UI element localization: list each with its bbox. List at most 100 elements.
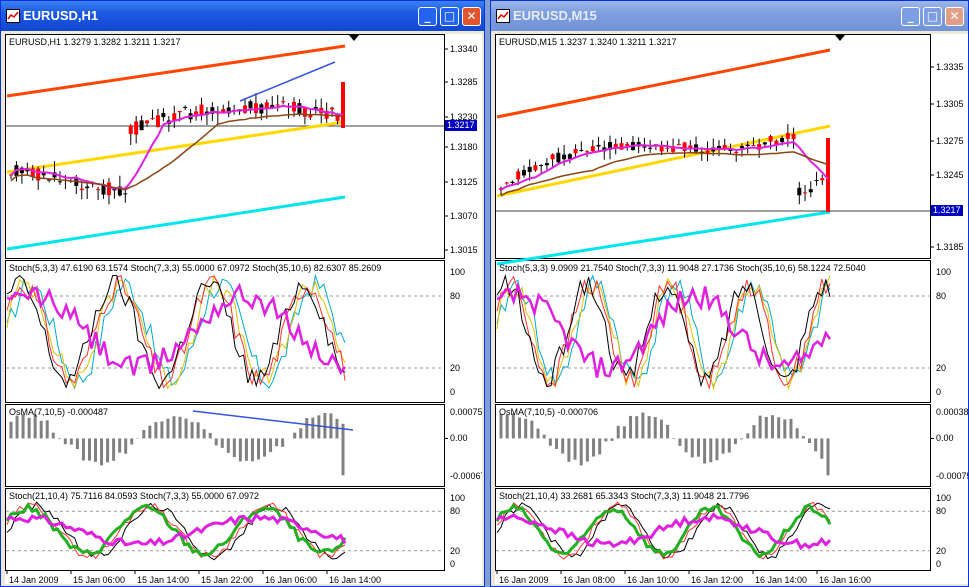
stoch-header: Stoch(5,3,3) 47.6190 63.1574 Stoch(7,3,3… [9,263,382,273]
channel-mid-line [496,124,831,198]
price-axis-label: 1.3180 [450,142,478,152]
candle-body [308,114,313,118]
candle-body [544,163,549,166]
candle-body [96,189,101,191]
ma-fast-line [500,141,829,191]
chart-window-h1[interactable]: EURUSD,H1 _ □ ✕ 1.3340 1.3285 1.3230 1.3180… [0,0,485,587]
stoch-axis-label: 80 [450,291,461,301]
candle-body [41,172,46,176]
chart-window-icon [6,9,20,23]
close-button[interactable]: ✕ [462,7,481,26]
maximize-button[interactable]: □ [923,7,942,26]
osma-axis-label: 0.00 [450,433,468,444]
candle-body [734,151,739,154]
osma-axis-label: 0.000383 [936,407,968,417]
stoch2-axis-label: 100 [936,493,952,503]
minimize-button[interactable]: _ [418,7,437,26]
candle-body [682,142,687,152]
candle-body [297,103,302,115]
time-axis-label: 15 Jan 06:00 [73,575,126,584]
stoch2-slow-line [6,512,347,547]
ma-slow-line [500,151,829,197]
candle-body [253,103,258,114]
candle-body [172,113,177,122]
window-titlebar[interactable]: EURUSD,M15 _ □ ✕ [491,1,968,31]
price-axis-label: 1.3015 [450,245,478,255]
stoch2-axis-label: 80 [936,506,947,517]
candle-body [562,154,567,160]
chart-shift-marker [835,35,845,41]
candle-body [717,145,721,149]
time-axis-label: 16 Jan 14:00 [755,575,808,584]
candle-body [117,186,122,196]
close-icon: ✕ [466,9,477,23]
stoch-header: Stoch(5,3,3) 9.0909 21.7540 Stoch(7,3,3)… [499,263,866,273]
candle-body [313,107,318,109]
close-icon: ✕ [949,9,960,23]
stoch2-main-line [496,502,831,560]
candle-body [762,142,767,145]
time-axis-label: 16 Jan 06:00 [265,575,318,584]
last-candle-body [341,82,345,128]
chart-area[interactable]: 1.3335 1.3305 1.3275 1.3245 1.3185 EURUSD,M15… [495,34,968,584]
chart-canvas [495,34,934,574]
time-axis-label: 16 Jan 08:00 [563,575,616,584]
candle-body [556,152,561,163]
price-axis-label: 1.3070 [450,211,478,221]
ma-slow-line [10,113,344,191]
candle-body [550,154,555,160]
stoch2-axis-label: 0 [936,559,942,569]
candle-body [128,125,133,134]
stoch-axis-label: 100 [450,267,466,277]
candle-body [768,136,773,142]
candle-body [728,148,733,151]
candle-body [302,107,307,117]
stoch2-header: Stoch(21,10,4) 75.7116 84.0593 Stoch(7,3… [9,491,260,501]
window-title: EURUSD,H1 [23,8,99,23]
stoch2-axis-label: 80 [450,506,461,517]
candle-body [9,174,13,176]
channel-lower-line [6,195,346,251]
osma-axis-label: -0.00075 [936,471,968,481]
candle-body [155,115,160,128]
candle-body [757,144,762,150]
candle-body [533,165,538,171]
price-axis-label: 1.3275 [936,136,964,146]
candle-body [527,166,532,172]
candle-body [780,138,785,143]
chart-area[interactable]: 1.3340 1.3285 1.3230 1.3180 1.3125 1.3070 1.30… [5,34,482,584]
price-axis-label: 1.3245 [936,170,964,180]
stoch2-axis-label: 100 [450,493,466,503]
stoch-slow-line [6,282,347,376]
minimize-button[interactable]: _ [901,7,920,26]
pane-frame [495,488,931,571]
candle-body [642,146,647,148]
stoch2-header: Stoch(21,10,4) 33.2681 65.3343 Stoch(7,3… [499,491,750,501]
maximize-icon: □ [926,9,939,23]
osma-axis-label: 0.00 [936,433,954,444]
candle-body [590,146,595,152]
candle-body [659,145,664,152]
close-button[interactable]: ✕ [945,7,964,26]
chart-window-icon [496,9,510,23]
candle-body [101,185,106,195]
stoch2-axis-label: 20 [450,545,461,556]
candle-body [270,104,275,108]
window-titlebar[interactable]: EURUSD,H1 _ □ ✕ [1,1,484,31]
time-axis-label: 16 Jan 2009 [499,575,549,584]
candle-body [275,104,280,106]
candle-body [608,142,612,150]
candle-body [243,105,248,113]
candle-body [573,149,578,154]
chart-window-m15[interactable]: EURUSD,M15 _ □ ✕ 1.3335 1.3305 1.3275 1.324… [490,0,969,587]
candle-body [521,169,526,176]
pane-frame [5,34,445,259]
candle-body [665,147,670,149]
candle-body [814,180,819,182]
maximize-button[interactable]: □ [440,7,459,26]
candle-body [671,146,676,152]
stoch-axis-label: 20 [936,363,947,373]
candle-body [808,189,813,193]
candle-body [330,107,335,110]
stoch2-axis-label: 20 [936,545,947,556]
